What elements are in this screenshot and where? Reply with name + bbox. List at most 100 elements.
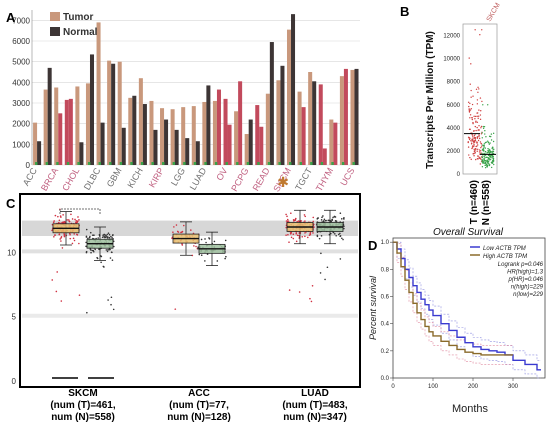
point-normal: [483, 159, 485, 162]
point-normal: [492, 140, 495, 143]
bar-normal-ucec: [343, 68, 348, 165]
group-label: ACC: [188, 388, 210, 399]
y-tick-label: 0: [457, 172, 461, 178]
point: [89, 231, 92, 234]
bar-baseline-stad: [299, 162, 302, 165]
point: [200, 254, 203, 256]
panel-d: D Overall Survival 0 100 200 300 0.0 0.2 0.4 0.…: [368, 227, 546, 415]
point-tumor: [470, 142, 473, 144]
panel-letter-a: A: [6, 10, 16, 25]
y-tick-label: 10000: [443, 57, 460, 63]
point-normal: [484, 130, 486, 132]
point: [90, 251, 92, 254]
point: [298, 234, 300, 237]
panel-letter-b: B: [400, 4, 409, 19]
bar-tumor-skcm: [286, 29, 292, 166]
point: [86, 311, 88, 314]
category-label-thym: THYM: [314, 166, 335, 193]
point-normal: [481, 166, 484, 168]
point-tumor: [469, 109, 472, 111]
y-tick-label: 0.4: [381, 322, 390, 328]
point: [53, 220, 55, 222]
point-tumor: [467, 146, 470, 148]
category-label-chol: CHOL: [60, 166, 81, 193]
point-tumor: [476, 99, 479, 101]
point-tumor: [479, 118, 482, 121]
point-tumor: [472, 121, 474, 124]
point: [323, 218, 326, 221]
bar-baseline-lusc: [214, 162, 218, 165]
y-tick-label: 4000: [447, 126, 461, 132]
bar-baseline-gbm: [119, 162, 123, 165]
point-tumor: [468, 108, 470, 110]
panel-d-title: Overall Survival: [433, 227, 504, 238]
point-tumor: [476, 115, 478, 118]
bar-tumor-chol: [75, 86, 80, 165]
point: [61, 221, 64, 224]
ci-band-high: [393, 241, 513, 346]
point-normal: [485, 160, 488, 162]
bar-tumor-dlbc: [96, 22, 101, 166]
point-normal: [483, 155, 486, 157]
point: [61, 247, 64, 249]
bar-baseline-thca: [320, 162, 324, 165]
point-normal: [485, 161, 487, 163]
point-tumor: [475, 158, 477, 161]
point: [70, 213, 72, 216]
bar-tumor-hnsc: [128, 97, 133, 165]
bar-tumor-luad: [202, 101, 207, 165]
bar-baseline-thym: [331, 162, 334, 165]
point-tumor: [480, 146, 482, 149]
point-normal: [487, 151, 490, 153]
point-tumor: [481, 100, 483, 103]
point-tumor: [477, 129, 479, 131]
bar-tumor-brca: [54, 87, 59, 165]
bar-baseline-sarc: [278, 162, 281, 165]
category-label-kirp: KIRP: [147, 166, 166, 189]
point-tumor: [470, 96, 472, 98]
point: [204, 260, 206, 262]
point-normal: [487, 161, 489, 164]
point: [326, 266, 329, 269]
bar-tumor-coad: [85, 83, 90, 165]
point: [319, 272, 322, 274]
point: [73, 233, 76, 235]
bar-baseline-coad: [87, 162, 91, 165]
point-tumor: [480, 145, 483, 147]
point: [62, 214, 64, 216]
x-axis-title-d: Months: [452, 403, 489, 415]
point-tumor: [478, 151, 481, 153]
point: [74, 218, 76, 221]
survival-line-low: [393, 241, 541, 371]
y-tick-label: 1000: [12, 140, 30, 149]
point: [105, 249, 108, 251]
point: [195, 245, 197, 248]
point-normal: [486, 156, 488, 159]
point: [324, 219, 327, 222]
point-normal: [482, 150, 485, 152]
point-tumor: [473, 136, 475, 138]
category-label-luad: LUAD: [188, 166, 209, 192]
x-tick-label: 300: [508, 384, 519, 390]
bar-tumor-thca: [318, 84, 323, 165]
point: [285, 226, 287, 229]
point-tumor: [472, 136, 474, 138]
point: [300, 219, 302, 222]
point: [56, 271, 59, 273]
point: [303, 214, 306, 216]
point: [320, 235, 323, 237]
point-tumor: [478, 149, 481, 151]
point: [172, 231, 174, 233]
point: [295, 240, 298, 243]
point-tumor: [467, 141, 469, 144]
point: [97, 237, 100, 239]
point: [224, 239, 227, 242]
bar-normal-sarc: [280, 65, 285, 165]
point-normal: [486, 140, 489, 142]
y-tick-label: 2000: [447, 149, 461, 155]
plot-frame-c: [19, 193, 361, 388]
point-tumor: [473, 150, 476, 152]
bar-tumor-ov: [223, 98, 228, 165]
bar-normal-blca: [47, 67, 52, 165]
point: [306, 236, 309, 239]
